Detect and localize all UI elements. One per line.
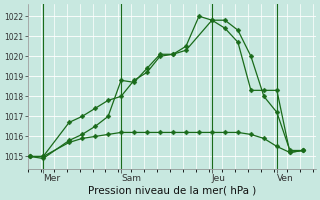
X-axis label: Pression niveau de la mer( hPa ): Pression niveau de la mer( hPa )	[88, 186, 256, 196]
